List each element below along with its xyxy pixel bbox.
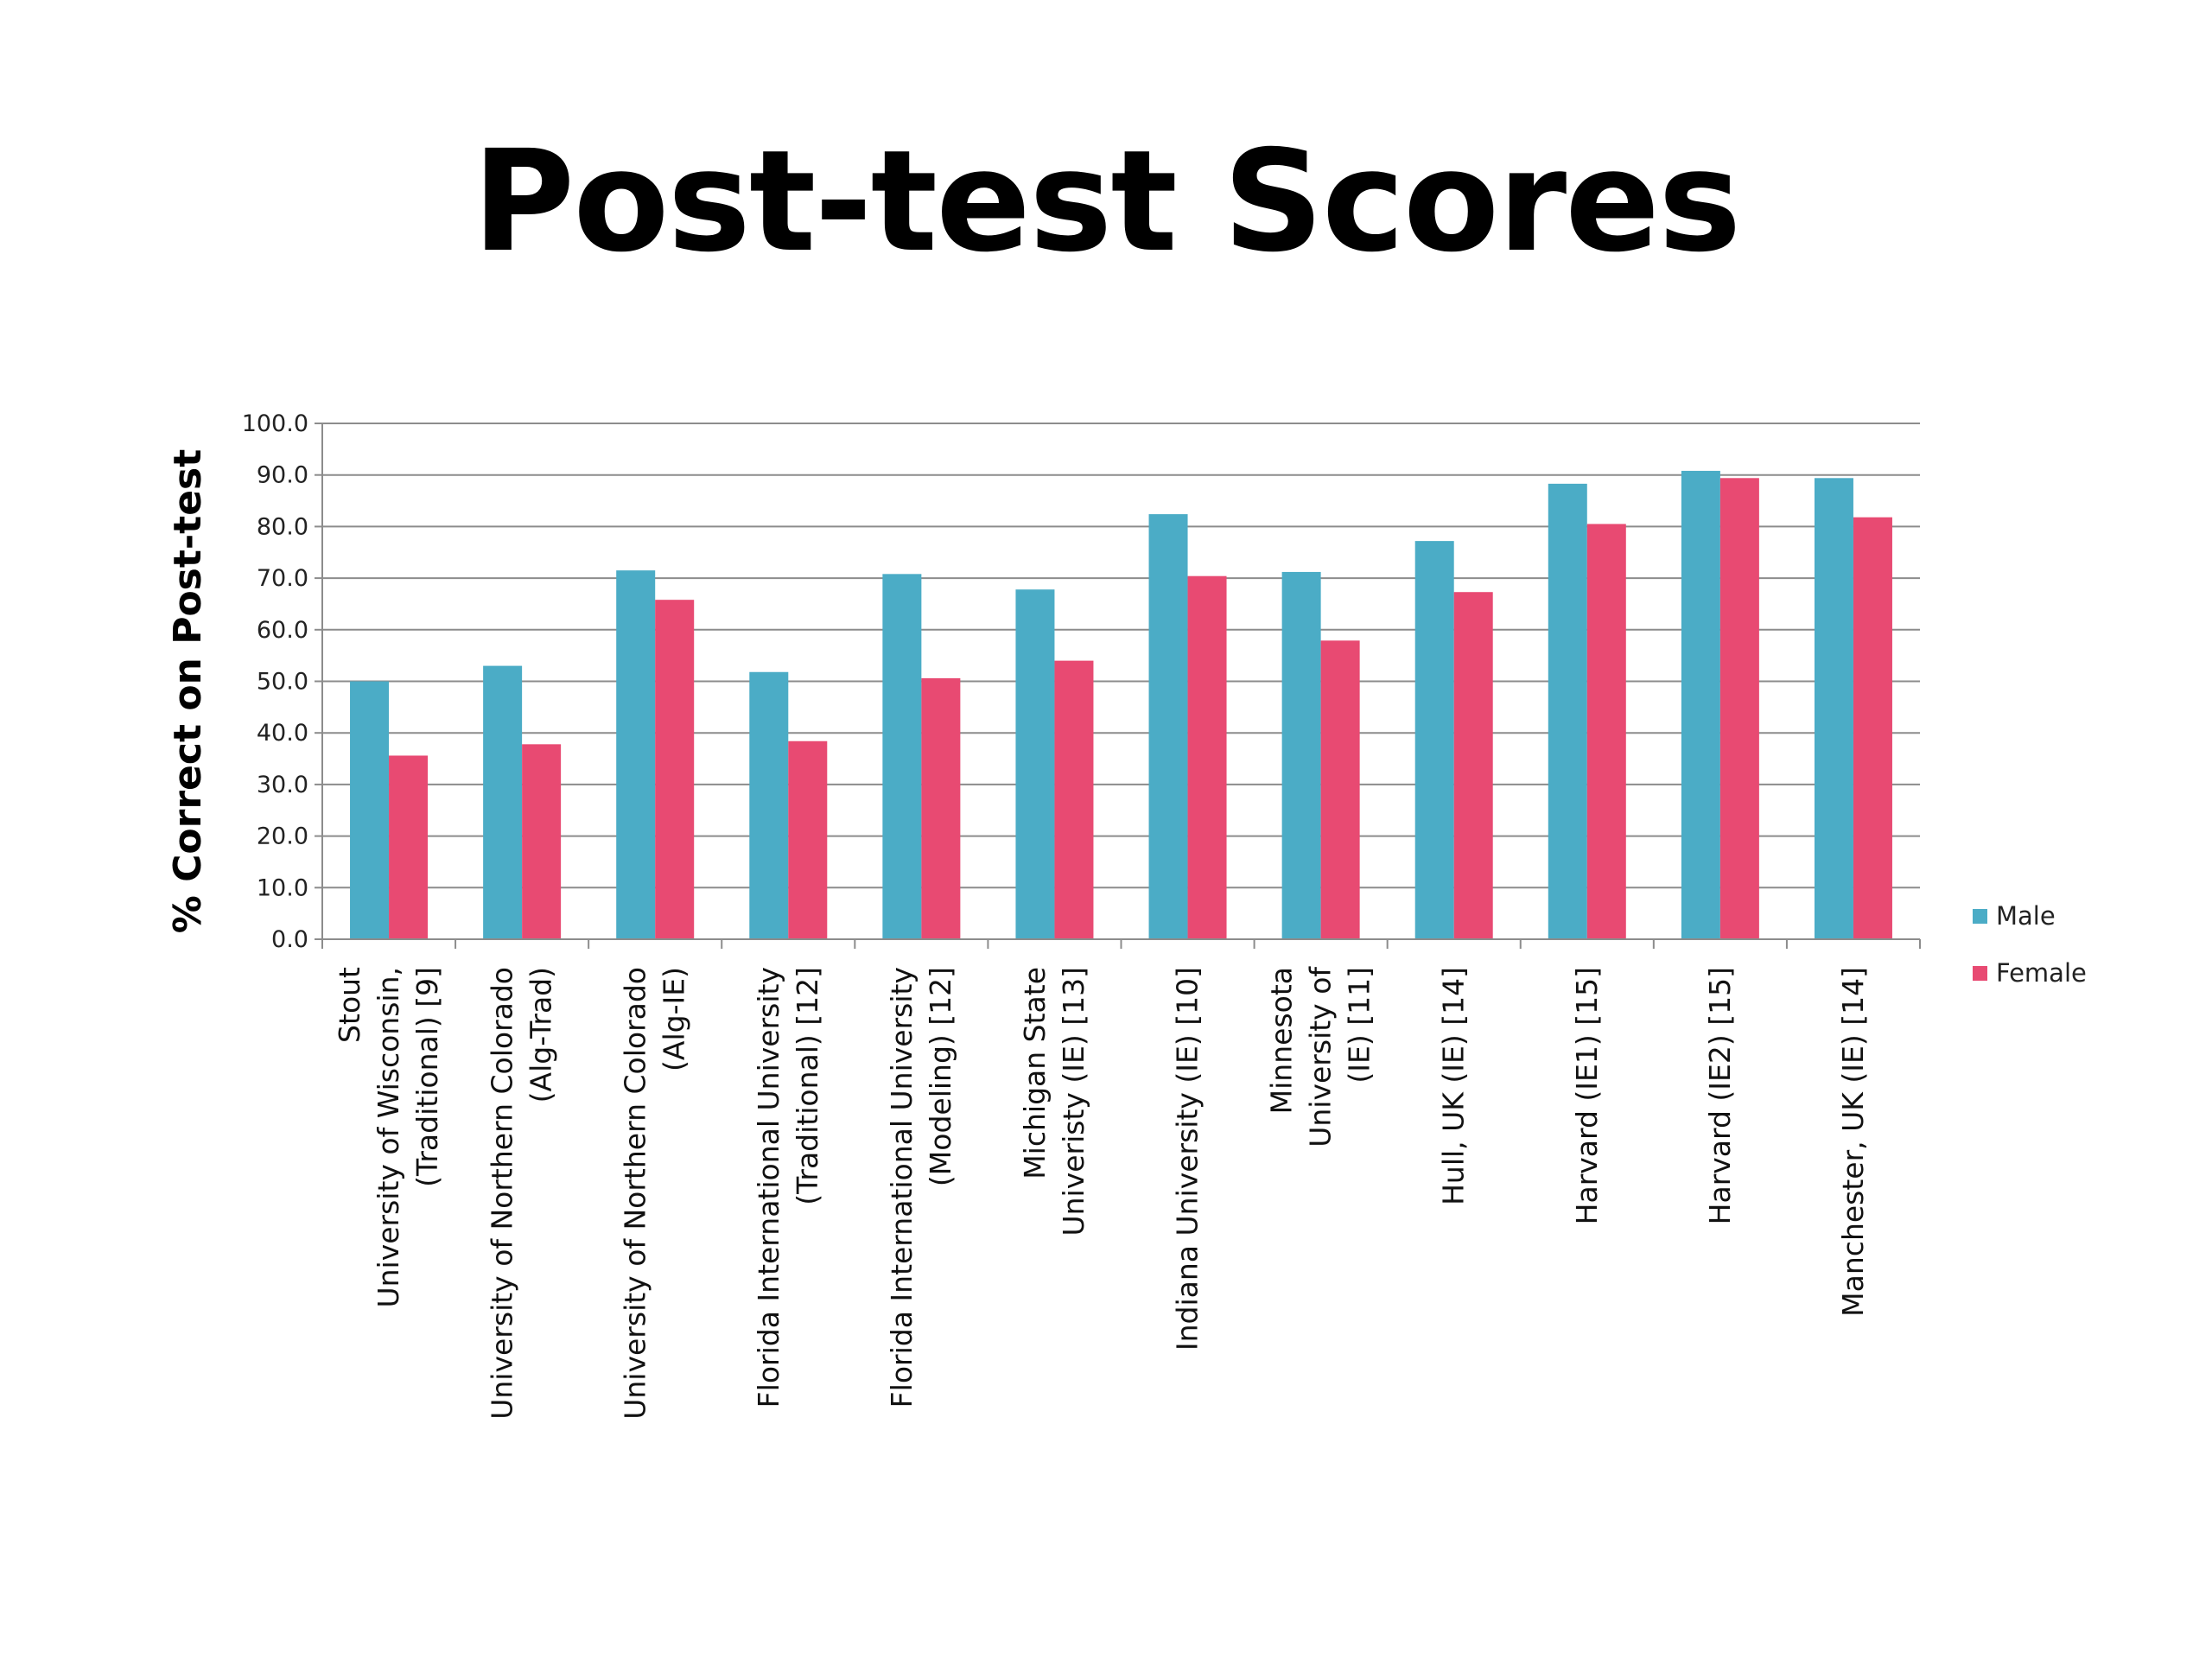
y-tick-label: 60.0 [257,617,308,644]
bar-male [616,570,656,939]
category-label: Michigan State [1018,967,1052,1179]
category-label: Manchester, UK (IE) [14] [1836,967,1870,1317]
y-tick-label: 10.0 [257,874,308,901]
legend-swatch-male [1973,909,1987,924]
bar-male [350,681,390,939]
y-tick-label: 100.0 [242,410,308,437]
bar-female [1719,478,1759,939]
category-label: (Alg-Trad) [524,967,558,1103]
category-label: Stout [333,967,366,1043]
bar-male [882,574,922,939]
y-tick-label: 40.0 [257,720,308,747]
category-label: Florida International University [752,967,785,1408]
bar-male [1814,478,1853,939]
bar-female [921,677,961,939]
category-label: Minnesota [1265,967,1299,1114]
bar-male [1414,541,1454,939]
axes: 0.0 10.0 20.0 30.0 40.0 50.0 60.0 70.0 80.0 90.0 1… [242,410,1921,953]
category-label: (Modeling) [12] [924,967,957,1186]
legend: Male Female [1973,901,2087,988]
y-tick-label: 80.0 [257,513,308,540]
y-tick-label: 70.0 [257,565,308,592]
category-label: Harvard (IE1) [15] [1570,967,1604,1224]
y-tick-label: 90.0 [257,462,308,489]
bar-female [1853,517,1892,939]
bar-female [1054,660,1094,939]
bar-male [1681,470,1720,939]
bar-female [389,755,429,939]
bar-male [1281,571,1321,939]
bar-male [1015,589,1055,939]
legend-label-female: Female [1996,958,2087,988]
y-tick-label: 0.0 [271,926,308,953]
category-label: Florida International University [885,967,918,1408]
category-label: (IE) [11] [1343,967,1376,1084]
bar-female [1320,640,1360,939]
category-label: (Traditional) [12] [791,967,824,1205]
bar-male [1148,514,1188,939]
chart-title: Post-test Scores [472,121,1742,283]
y-axis-label: % Correct on Post-test [166,449,210,934]
bars [350,470,1892,939]
category-label: Harvard (IE2) [15] [1703,967,1737,1224]
category-label: University of [1304,966,1338,1147]
bar-male [1548,483,1587,939]
bar-male [483,665,523,939]
category-label: University of Wisconsin, [372,967,405,1308]
category-label: (Alg-IE) [658,967,691,1071]
bar-female [655,600,695,939]
category-labels: Stout University of Wisconsin, (Traditiona… [333,966,1870,1420]
legend-label-male: Male [1996,901,2056,931]
category-label: (Traditional) [9] [410,967,444,1187]
legend-swatch-female [1973,966,1987,981]
category-label: Hull, UK (IE) [14] [1437,967,1471,1205]
bar-female [788,741,828,939]
bar-male [749,671,789,939]
bar-female [1453,592,1493,939]
category-label: Indiana University (IE) [10] [1171,967,1205,1351]
category-label: Univeristy (IE) [13] [1057,967,1090,1236]
category-label: University of Northern Colorado [619,967,652,1420]
category-label: University of Northern Colorado [486,967,519,1420]
gridlines [322,423,1920,940]
bar-female [1586,524,1626,939]
y-tick-label: 50.0 [257,669,308,696]
y-tick-label: 20.0 [257,823,308,850]
y-tick-label: 30.0 [257,772,308,798]
bar-female [1187,575,1227,939]
bar-female [522,744,562,939]
